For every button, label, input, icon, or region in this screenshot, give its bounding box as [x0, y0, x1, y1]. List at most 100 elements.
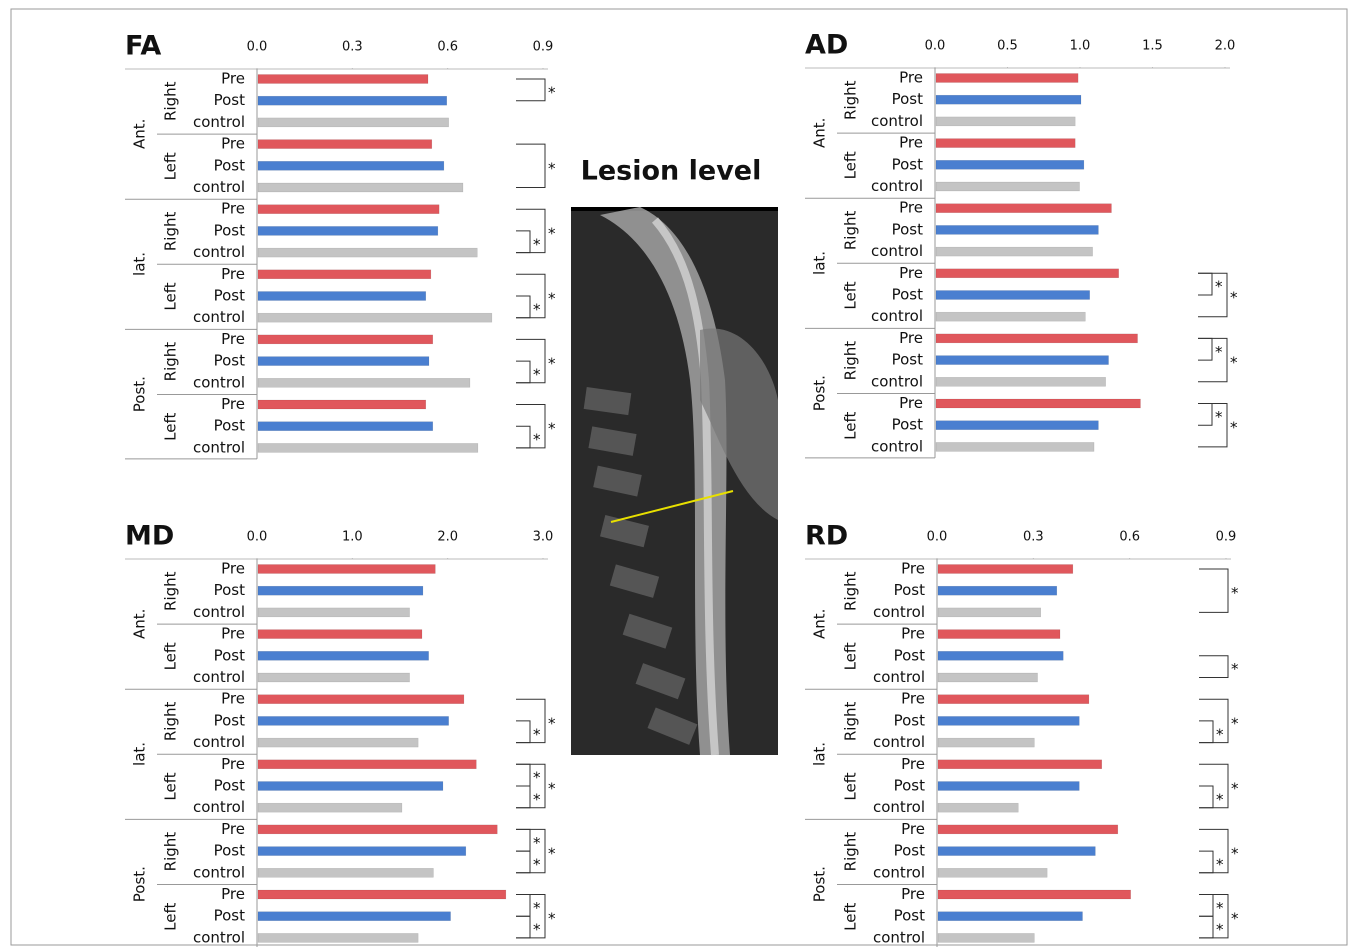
bar: [935, 398, 1141, 409]
category-label: Pre: [901, 820, 925, 838]
bar: [257, 889, 507, 900]
bar: [937, 802, 1019, 813]
region-label: lat.: [811, 251, 829, 275]
x-tick-label: 1.5: [1142, 39, 1163, 54]
side-label: Right: [162, 81, 180, 121]
bar: [257, 585, 424, 596]
category-label: Pre: [221, 395, 245, 413]
mri-image: [571, 207, 778, 756]
significance-label: *: [533, 365, 541, 383]
category-label: control: [873, 733, 925, 751]
significance-label: *: [1216, 790, 1224, 808]
region-label: Ant.: [811, 118, 829, 148]
category-label: control: [193, 178, 245, 196]
bar: [257, 399, 427, 410]
category-label: Pre: [221, 200, 245, 218]
category-label: Pre: [221, 755, 245, 773]
category-label: Post: [214, 646, 246, 664]
bar: [935, 333, 1138, 344]
significance-label: *: [533, 769, 541, 787]
significance-label: *: [1230, 419, 1238, 437]
significance-label: *: [548, 224, 556, 242]
region-label: Post.: [131, 866, 149, 902]
chart-title: FA: [125, 31, 161, 62]
significance-bracket: [516, 785, 531, 809]
category-label: Pre: [221, 690, 245, 708]
significance-bracket: [516, 828, 531, 852]
significance-bracket: [1199, 894, 1214, 917]
x-tick-label: 0.9: [533, 40, 554, 55]
significance-label: *: [1230, 354, 1238, 372]
category-label: control: [873, 928, 925, 946]
category-label: control: [871, 437, 923, 455]
side-label: Left: [842, 642, 860, 670]
bar: [257, 312, 493, 323]
bar: [935, 138, 1076, 148]
region-label: lat.: [131, 742, 149, 766]
significance-bracket: [516, 425, 531, 449]
bar: [257, 759, 477, 770]
category-label: Post: [892, 220, 924, 238]
significance-label: *: [1231, 910, 1239, 928]
category-label: Post: [892, 155, 924, 173]
side-label: Right: [842, 571, 860, 611]
bar: [935, 355, 1109, 365]
bar: [937, 846, 1096, 856]
significance-label: *: [548, 355, 556, 373]
side-label: Right: [842, 832, 860, 872]
bar: [257, 117, 449, 128]
bar: [935, 420, 1099, 430]
category-label: Post: [214, 287, 246, 305]
bar: [257, 911, 451, 921]
side-label: Left: [842, 902, 860, 930]
bar: [937, 868, 1048, 878]
bar: [935, 203, 1112, 213]
bar: [257, 74, 429, 84]
significance-label: *: [548, 780, 556, 798]
bar: [935, 311, 1086, 322]
region-label: Post.: [811, 375, 829, 411]
category-label: Post: [214, 581, 246, 599]
bar: [257, 672, 410, 683]
bar: [935, 246, 1093, 257]
category-label: Post: [894, 646, 926, 664]
bar: [257, 247, 478, 258]
significance-bracket: [516, 230, 531, 254]
bar: [935, 160, 1085, 170]
x-tick-label: 0.9: [1216, 530, 1237, 545]
significance-label: *: [1231, 660, 1239, 678]
significance-label: *: [533, 790, 541, 808]
bar: [257, 334, 434, 345]
bar: [937, 781, 1080, 791]
side-label: Right: [162, 832, 180, 872]
image-title: Lesion level: [581, 156, 762, 187]
category-label: Post: [214, 221, 246, 239]
side-label: Left: [162, 412, 180, 440]
category-label: control: [193, 113, 245, 131]
category-label: Post: [214, 156, 246, 174]
category-label: Post: [894, 907, 926, 925]
bar: [257, 607, 410, 618]
x-tick-label: 0.6: [437, 40, 458, 55]
bar: [937, 933, 1035, 943]
significance-bracket: [516, 143, 546, 188]
bar: [935, 377, 1106, 387]
bar: [257, 694, 465, 704]
bar: [935, 73, 1079, 83]
significance-bracket: [1199, 785, 1214, 809]
bar: [257, 868, 434, 878]
bar: [257, 269, 432, 280]
category-label: Pre: [899, 69, 923, 87]
significance-label: *: [548, 420, 556, 438]
significance-label: *: [1231, 780, 1239, 798]
region-label: Post.: [131, 376, 149, 412]
category-label: control: [871, 242, 923, 260]
chart-title: AD: [805, 30, 848, 61]
x-tick-label: 3.0: [533, 530, 554, 545]
category-label: Pre: [899, 394, 923, 412]
bar: [257, 204, 440, 214]
side-label: Right: [162, 571, 180, 611]
significance-label: *: [1231, 714, 1239, 732]
bar: [937, 889, 1131, 900]
